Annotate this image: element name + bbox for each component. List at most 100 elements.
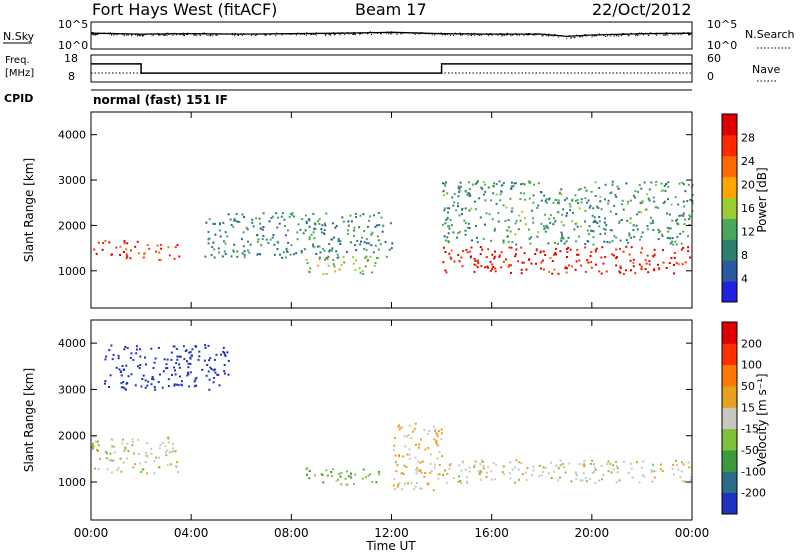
heatmap-cell (583, 459, 586, 462)
heatmap-cell (308, 225, 311, 228)
noise-point (92, 33, 94, 35)
heatmap-cell (568, 202, 571, 205)
heatmap-cell (545, 198, 548, 201)
heatmap-cell (331, 249, 333, 252)
heatmap-cell (631, 476, 634, 479)
heatmap-cell (564, 471, 567, 474)
heatmap-cell (352, 262, 355, 265)
heatmap-cell (657, 267, 660, 270)
heatmap-cell (256, 240, 259, 243)
heatmap-cell (453, 260, 456, 263)
noise-point (360, 32, 362, 34)
heatmap-cell (284, 234, 287, 237)
noise-point (414, 34, 416, 35)
heatmap-cell (565, 271, 568, 274)
heatmap-cell (173, 384, 176, 387)
heatmap-cell (247, 249, 249, 252)
noise-point (215, 34, 217, 36)
heatmap-cell (681, 480, 684, 483)
heatmap-cell (669, 227, 672, 230)
heatmap-cell (304, 214, 307, 217)
heatmap-cell (123, 348, 126, 351)
heatmap-cell (171, 450, 174, 453)
heatmap-cell (477, 261, 480, 264)
heatmap-cell (464, 468, 467, 471)
heatmap-cell (447, 225, 450, 228)
noise-point (496, 33, 498, 35)
heatmap-cell (673, 264, 675, 266)
heatmap-cell (486, 265, 489, 268)
heatmap-cell (461, 208, 463, 211)
heatmap-cell (646, 225, 649, 228)
heatmap-cell (438, 473, 441, 476)
noise-point (680, 34, 682, 36)
colorbar-segment (722, 492, 737, 515)
noise-point (628, 34, 630, 36)
noise-point (217, 33, 219, 35)
heatmap-cell (402, 472, 405, 475)
heatmap-cell (670, 257, 673, 260)
heatmap-cell (187, 366, 190, 369)
heatmap-cell (318, 218, 321, 221)
noise-point (613, 35, 615, 37)
noise-point (113, 34, 115, 36)
noise-point (311, 34, 313, 35)
heatmap-cell (498, 180, 501, 183)
heatmap-cell (495, 193, 498, 196)
heatmap-cell (638, 263, 641, 266)
heatmap-cell (382, 224, 385, 227)
heatmap-cell (682, 230, 685, 233)
freq-tick-high: 18 (64, 52, 78, 65)
heatmap-cell (165, 451, 167, 454)
noise-point (456, 33, 458, 35)
heatmap-cell (442, 182, 445, 185)
noise-point (281, 34, 283, 36)
heatmap-cell (224, 355, 227, 357)
heatmap-cell (261, 228, 264, 231)
heatmap-cell (541, 259, 544, 262)
noise-point (550, 35, 552, 37)
heatmap-cell (137, 252, 140, 255)
heatmap-cell (665, 267, 668, 269)
noise-point (215, 33, 217, 35)
heatmap-cell (587, 199, 590, 202)
heatmap-cell (554, 220, 557, 223)
heatmap-cell (381, 230, 384, 233)
heatmap-cell (619, 265, 622, 268)
noise-point (471, 32, 473, 34)
heatmap-cell (349, 474, 352, 477)
heatmap-cell (421, 460, 424, 463)
heatmap-cell (187, 373, 190, 376)
noise-point (655, 33, 657, 35)
heatmap-cell (487, 248, 490, 251)
heatmap-cell (653, 196, 655, 199)
heatmap-cell (209, 357, 212, 360)
heatmap-cell (146, 384, 149, 387)
noise-point (584, 34, 586, 36)
heatmap-cell (140, 470, 142, 473)
noise-point (234, 35, 236, 37)
heatmap-cell (165, 454, 168, 457)
heatmap-cell (158, 466, 161, 469)
heatmap-cell (451, 224, 453, 227)
noise-point (204, 32, 206, 34)
heatmap-cell (508, 264, 511, 267)
heatmap-cell (339, 475, 342, 478)
heatmap-cell (478, 473, 481, 475)
heatmap-cell (174, 450, 177, 453)
heatmap-cell (464, 207, 467, 210)
colorbar-tick-label: 8 (741, 249, 748, 262)
heatmap-cell (434, 428, 437, 431)
heatmap-cell (261, 238, 264, 240)
noise-point (139, 35, 141, 37)
noise-point (466, 33, 468, 35)
heatmap-cell (361, 236, 363, 239)
heatmap-cell (300, 250, 303, 252)
beam-label: Beam 17 (355, 0, 427, 19)
heatmap-cell (223, 250, 226, 253)
heatmap-cell (648, 260, 651, 263)
heatmap-cell (567, 236, 570, 239)
heatmap-cell (442, 194, 445, 197)
heatmap-cell (92, 442, 95, 445)
